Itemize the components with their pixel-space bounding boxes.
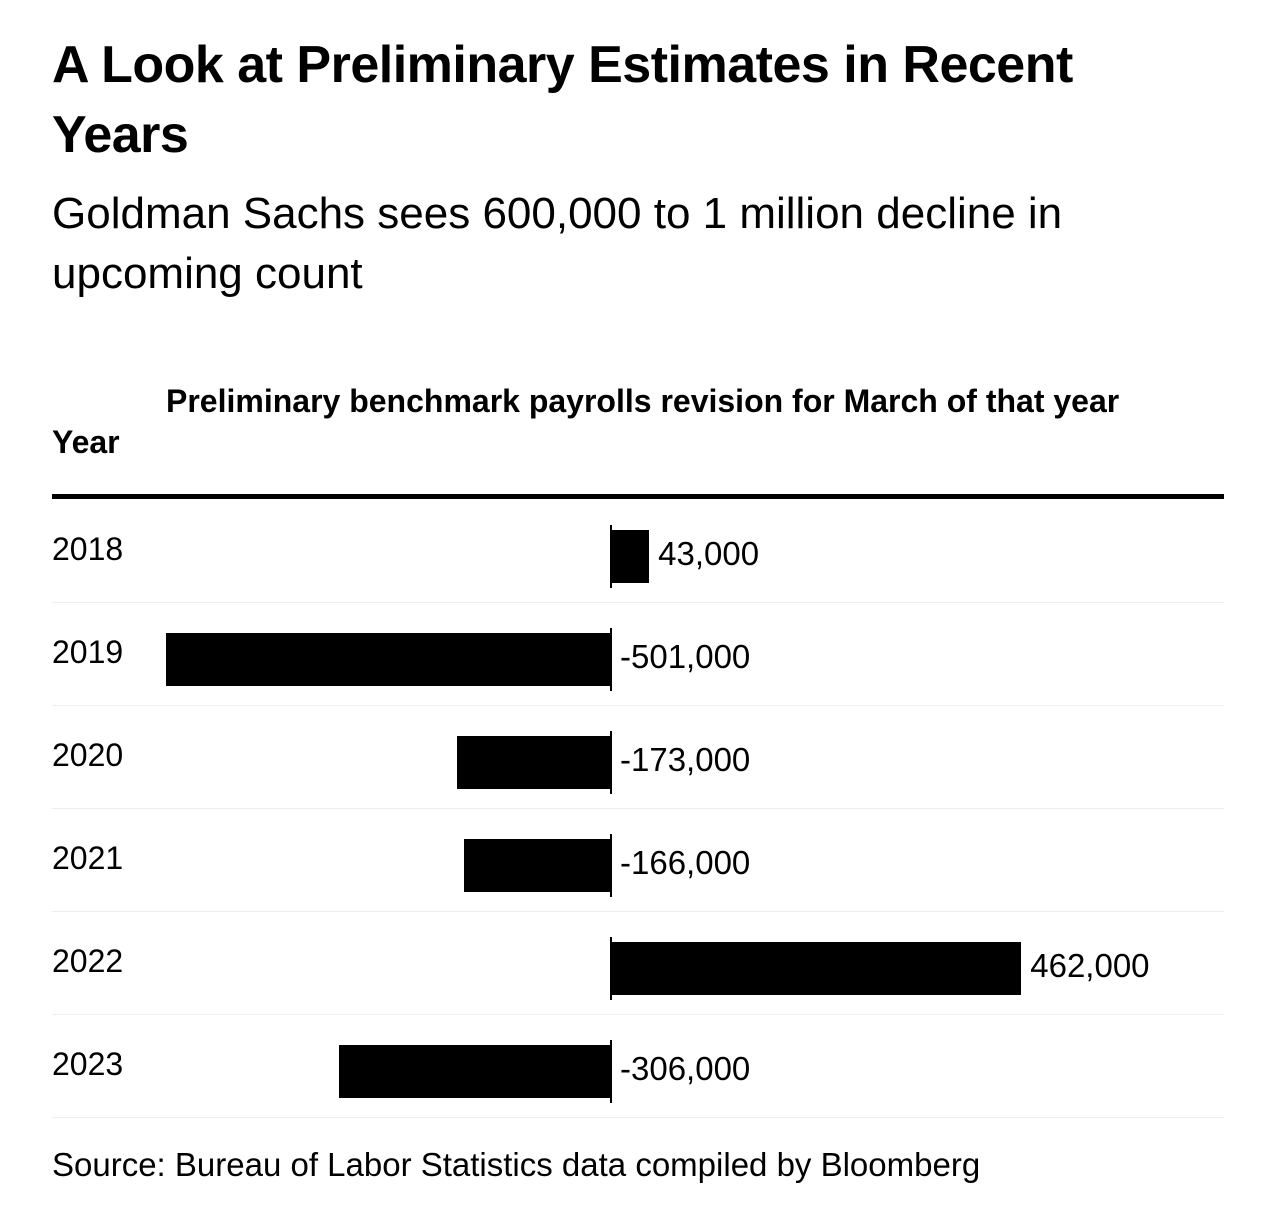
zero-axis-line <box>610 1040 612 1103</box>
table-row: 2018 43,000 <box>52 499 1224 603</box>
bar <box>166 633 611 686</box>
year-label: 2023 <box>52 1046 124 1082</box>
chart-title: A Look at Preliminary Estimates in Recen… <box>52 36 1073 164</box>
table-row: 2020 -173,000 <box>52 705 1224 809</box>
column-header-revision: Preliminary benchmark payrolls revision … <box>166 383 1120 419</box>
bar <box>339 1045 611 1098</box>
source-note: Source: Bureau of Labor Statistics data … <box>52 1146 981 1183</box>
table-row: 2019 -501,000 <box>52 602 1224 706</box>
value-label: 43,000 <box>658 535 760 572</box>
bar <box>463 839 611 892</box>
value-label: -306,000 <box>620 1050 751 1087</box>
value-label: -501,000 <box>620 638 751 675</box>
zero-axis-line <box>610 731 612 794</box>
year-label: 2021 <box>52 840 124 876</box>
year-label: 2022 <box>52 943 124 979</box>
zero-axis-line <box>610 525 612 588</box>
table-row: 2023 -306,000 <box>52 1014 1224 1118</box>
table-row: 2021 -166,000 <box>52 808 1224 912</box>
value-label: 462,000 <box>1030 947 1150 984</box>
year-label: 2018 <box>52 531 124 567</box>
bar <box>611 530 650 583</box>
value-label: -166,000 <box>620 844 751 881</box>
year-label: 2019 <box>52 634 124 670</box>
value-label: -173,000 <box>620 741 751 778</box>
header-rule <box>52 494 1224 499</box>
column-header-year: Year <box>52 424 120 460</box>
year-label: 2020 <box>52 737 124 773</box>
zero-axis-line <box>610 628 612 691</box>
bar <box>611 942 1022 995</box>
chart-subtitle: Goldman Sachs sees 600,000 to 1 million … <box>52 189 1063 298</box>
bar <box>457 736 611 789</box>
zero-axis-line <box>610 834 612 897</box>
table-row: 2022 462,000 <box>52 911 1224 1015</box>
zero-axis-line <box>610 937 612 1000</box>
